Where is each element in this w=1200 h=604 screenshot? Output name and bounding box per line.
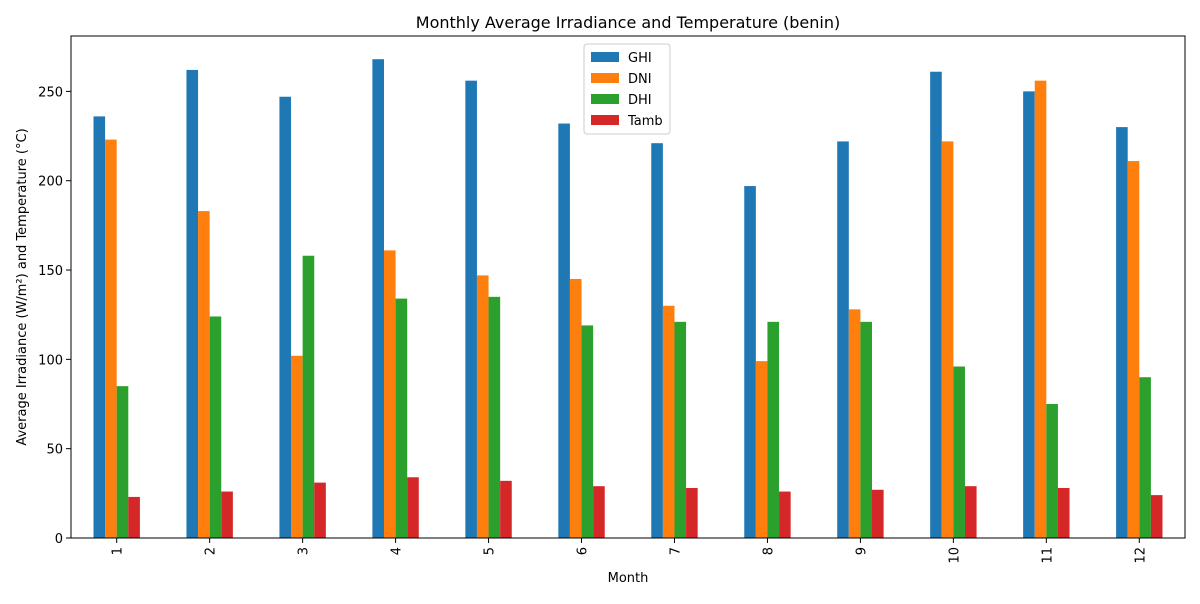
bars-layer <box>93 59 1163 539</box>
bar-tamb-8 <box>779 491 791 538</box>
chart-title: Monthly Average Irradiance and Temperatu… <box>416 13 840 32</box>
bar-dhi-3 <box>302 255 315 539</box>
bar-dni-2 <box>198 211 210 538</box>
bar-tamb-7 <box>686 487 698 538</box>
bar-tamb-5 <box>500 480 512 538</box>
bar-dhi-1 <box>116 386 129 538</box>
legend-swatch-dhi <box>591 94 619 104</box>
x-axis-label: Month <box>608 571 649 586</box>
x-tick-label: 11 <box>1040 547 1055 564</box>
legend-swatch-tamb <box>591 115 619 125</box>
bar-ghi-2 <box>186 69 199 538</box>
bar-dhi-8 <box>767 321 780 538</box>
bar-dni-4 <box>383 250 396 538</box>
bar-ghi-11 <box>1023 91 1035 538</box>
bar-dhi-12 <box>1139 377 1151 538</box>
bar-dni-6 <box>569 278 582 538</box>
bar-dni-11 <box>1034 80 1047 538</box>
x-tick-label: 7 <box>668 547 683 555</box>
bar-ghi-7 <box>651 143 663 538</box>
bar-ghi-1 <box>93 116 106 538</box>
x-tick-label: 3 <box>297 547 312 555</box>
legend: GHI DNI DHI Tamb <box>583 43 671 135</box>
x-tick-label: 12 <box>1133 547 1148 564</box>
bar-dhi-5 <box>488 296 501 538</box>
legend-label-tamb: Tamb <box>627 114 663 129</box>
bar-dni-12 <box>1127 161 1140 539</box>
bar-dni-8 <box>755 361 768 538</box>
bar-ghi-6 <box>558 123 570 538</box>
y-tick-label: 0 <box>55 532 63 547</box>
legend-box <box>583 43 671 135</box>
legend-label-dhi: DHI <box>628 93 652 108</box>
bar-tamb-9 <box>872 489 884 538</box>
bar-dhi-11 <box>1046 404 1058 538</box>
x-tick-label: 1 <box>111 547 126 555</box>
bar-ghi-8 <box>744 186 756 538</box>
bar-dni-3 <box>291 355 303 538</box>
y-tick-label: 150 <box>38 264 63 279</box>
bar-ghi-10 <box>930 71 942 538</box>
bar-tamb-12 <box>1150 495 1163 538</box>
bar-tamb-4 <box>407 477 419 538</box>
x-tick-label: 6 <box>576 547 591 555</box>
bar-dni-1 <box>105 139 117 538</box>
bar-dhi-2 <box>209 316 222 538</box>
bar-dni-10 <box>941 141 954 538</box>
y-tick-label: 250 <box>38 85 63 100</box>
bar-tamb-1 <box>128 496 140 538</box>
bar-dni-5 <box>476 275 489 538</box>
legend-swatch-dni <box>591 73 619 83</box>
bar-dni-7 <box>662 305 675 538</box>
legend-label-ghi: GHI <box>628 51 652 66</box>
x-tick-label: 2 <box>204 547 219 555</box>
bar-dhi-6 <box>581 325 594 538</box>
x-tick-label: 5 <box>483 547 498 555</box>
y-tick-label: 200 <box>38 175 63 190</box>
bar-tamb-3 <box>314 482 326 538</box>
bar-ghi-4 <box>372 59 384 538</box>
bar-dhi-10 <box>953 366 965 538</box>
x-tick-label: 4 <box>390 547 405 555</box>
y-tick-label: 50 <box>46 443 63 458</box>
x-tick-label: 9 <box>854 547 869 555</box>
x-tick-label: 8 <box>761 547 776 555</box>
legend-label-dni: DNI <box>628 72 652 87</box>
bar-ghi-9 <box>837 141 849 538</box>
legend-swatch-ghi <box>591 52 619 62</box>
bar-dni-9 <box>848 309 861 538</box>
bar-ghi-12 <box>1116 127 1128 539</box>
bar-tamb-10 <box>964 486 977 538</box>
bar-tamb-2 <box>221 491 233 538</box>
x-tick-label: 10 <box>947 547 962 564</box>
y-axis-label: Average Irradiance (W/m²) and Temperatur… <box>15 128 30 445</box>
bar-dhi-4 <box>395 298 408 538</box>
bar-dhi-7 <box>674 321 687 538</box>
y-tick-label: 100 <box>38 353 63 368</box>
bar-ghi-3 <box>279 96 292 539</box>
bar-ghi-5 <box>465 80 477 538</box>
bar-tamb-11 <box>1057 487 1070 538</box>
plot-frame <box>70 35 1186 539</box>
bar-dhi-9 <box>860 321 873 538</box>
bar-tamb-6 <box>593 486 605 538</box>
